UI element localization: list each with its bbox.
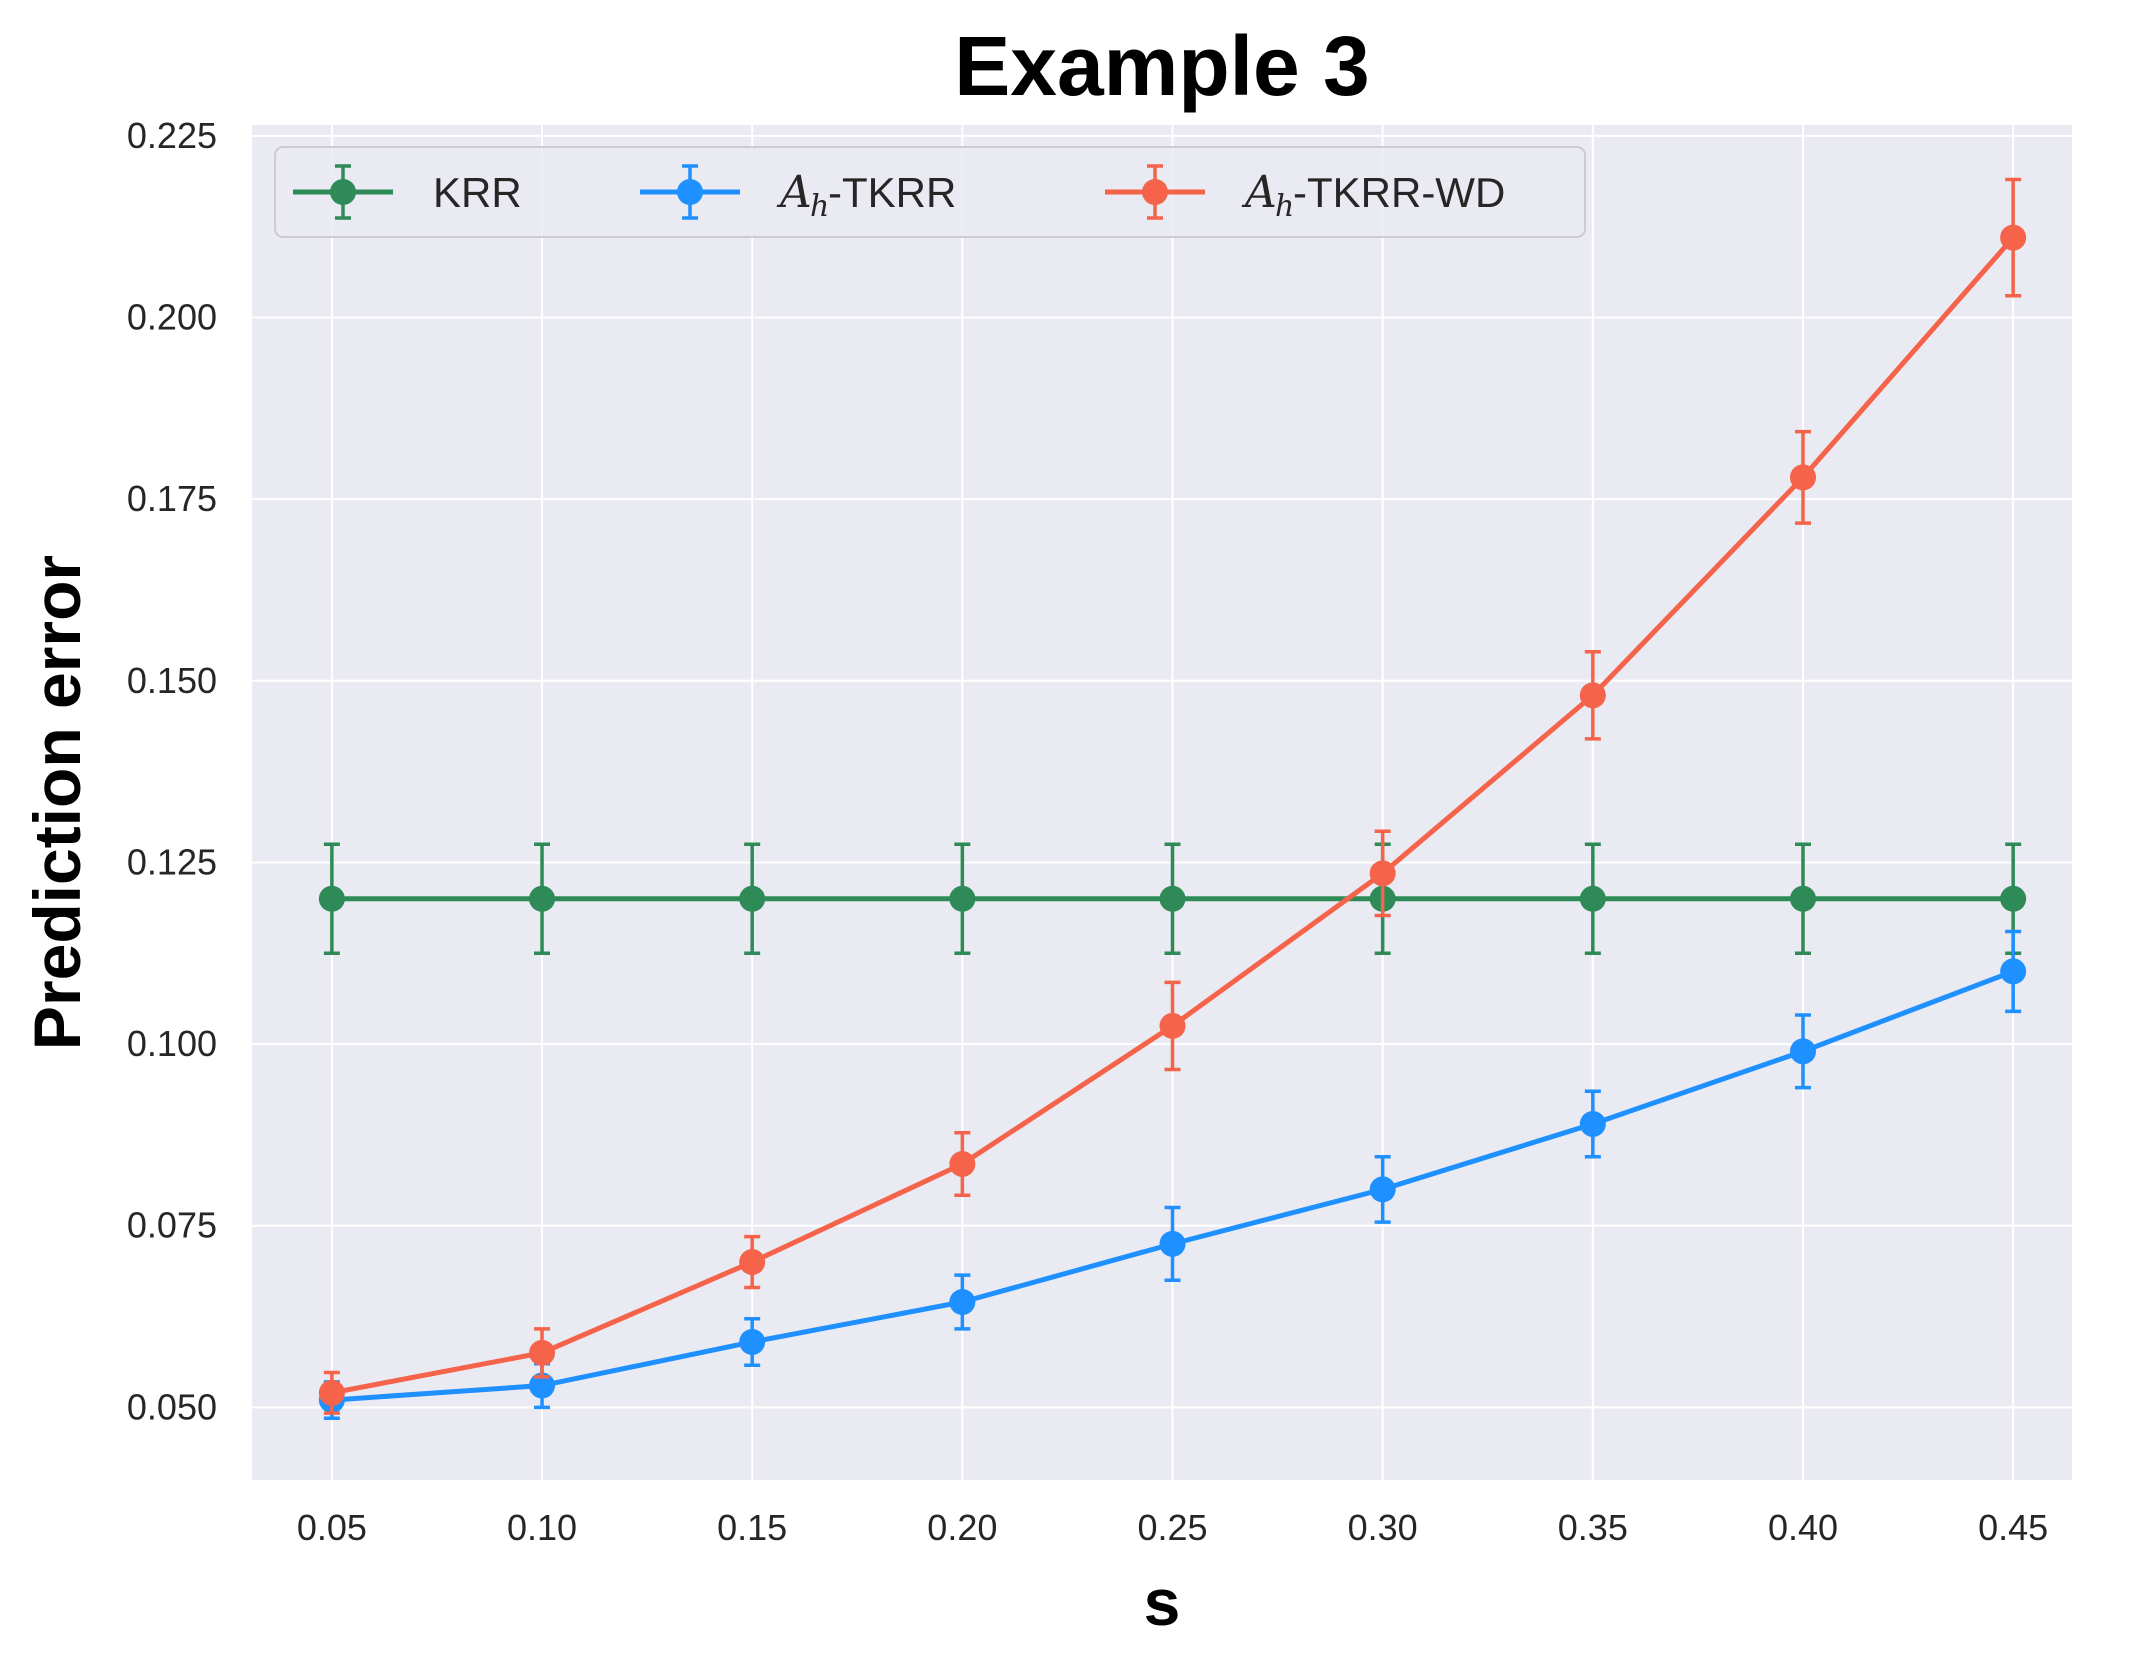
legend-item: KRR [293,164,522,220]
data-point [529,1339,556,1366]
legend-swatch-marker [677,179,703,205]
legend-label: KRR [433,169,522,216]
legend-math-symbol: A [776,167,812,218]
legend-box [274,146,1586,238]
data-point [2000,958,2027,985]
x-tick-label: 0.15 [717,1507,787,1548]
data-point [1159,1230,1186,1257]
y-tick-label: 0.100 [127,1023,217,1064]
x-tick-label: 0.40 [1768,1507,1838,1548]
y-tick-label: 0.175 [127,478,217,519]
grid-lines [252,125,2072,1480]
data-point [1579,682,1606,709]
data-point [739,1328,766,1355]
y-tick-label: 0.200 [127,297,217,338]
y-axis-label: Prediction error [20,555,94,1050]
x-axis-label: s [1144,1565,1181,1639]
data-point [529,885,556,912]
data-point [529,1372,556,1399]
data-point [1369,1176,1396,1203]
x-tick-label: 0.20 [927,1507,997,1548]
plot-area [252,125,2072,1480]
chart-title: Example 3 [954,19,1370,113]
x-tick-label: 0.10 [507,1507,577,1548]
y-tick-label: 0.050 [127,1386,217,1427]
data-point [2000,885,2027,912]
x-tick-label: 0.05 [297,1507,367,1548]
data-point [949,1150,976,1177]
data-point [1579,885,1606,912]
data-point [1579,1110,1606,1137]
legend-swatch-marker [330,179,356,205]
x-tick-label: 0.35 [1558,1507,1628,1548]
data-point [1369,860,1396,887]
legend-math-symbol: A [1241,167,1277,218]
data-point [318,1379,345,1406]
legend-item: Ah-TKRR [640,164,956,224]
data-point [949,1288,976,1315]
legend-label: -TKRR [828,169,956,216]
data-point [1159,885,1186,912]
x-tick-label: 0.45 [1978,1507,2048,1548]
y-tick-label: 0.225 [127,115,217,156]
x-tick-label: 0.25 [1137,1507,1207,1548]
legend-item: Ah-TKRR-WD [1105,164,1505,224]
series-ah-tkrr-wd [318,177,2027,1415]
data-point [949,885,976,912]
data-point [1789,885,1816,912]
legend-label: -TKRR-WD [1293,169,1505,216]
data-point [1159,1012,1186,1039]
series-layer [318,177,2027,1420]
data-point [318,885,345,912]
tick-labels: 0.05 0.10 0.15 0.20 0.25 0.30 0.35 0.40 0.45 0.05… [127,115,2048,1548]
y-tick-label: 0.075 [127,1205,217,1246]
data-point [1789,1038,1816,1065]
legend-math-subscript: h [1275,189,1294,224]
legend-swatch-marker [1142,179,1168,205]
data-point [1789,464,1816,491]
y-tick-label: 0.150 [127,660,217,701]
data-point [739,1249,766,1276]
series-krr [318,842,2027,956]
data-point [2000,224,2027,251]
legend-math-subscript: h [810,189,829,224]
data-point [739,885,766,912]
legend: KRR Ah-TKRR Ah-TKRR-WD [274,146,1586,238]
x-tick-label: 0.30 [1348,1507,1418,1548]
y-tick-label: 0.125 [127,841,217,882]
